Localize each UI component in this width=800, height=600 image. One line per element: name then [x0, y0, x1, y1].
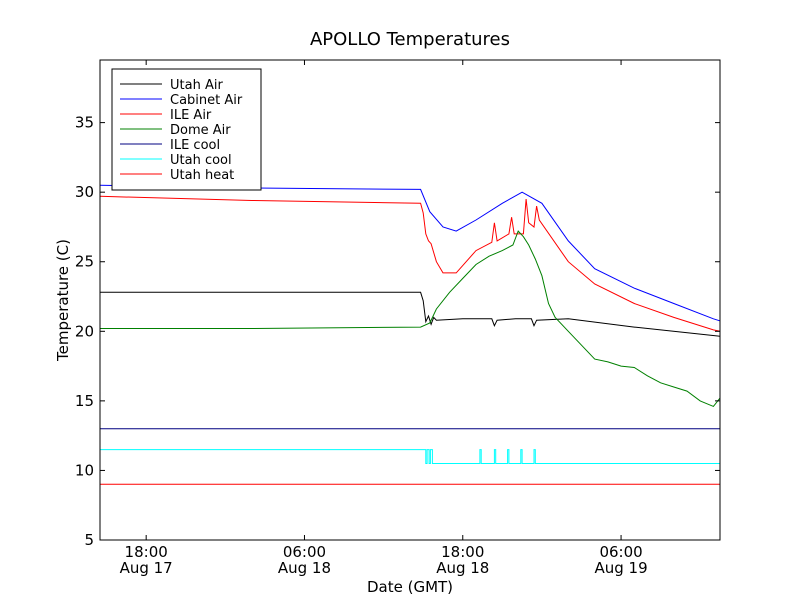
series-line-utah-cool [100, 449, 720, 464]
series-layer [100, 184, 720, 485]
legend-label: Utah cool [170, 153, 232, 168]
legend-label: Dome Air [170, 123, 231, 138]
legend-label: ILE cool [170, 138, 220, 153]
series-line-utah-heat [100, 483, 720, 485]
y-tick-label: 30 [75, 183, 94, 201]
y-tick-label: 20 [75, 322, 94, 340]
x-tick-label-time: 06:00 [283, 543, 326, 561]
series-line-ile-air [100, 195, 720, 332]
y-tick-label: 10 [75, 461, 94, 479]
x-tick-label-time: 18:00 [441, 543, 484, 561]
y-tick-label: 5 [84, 531, 94, 549]
legend-label: ILE Air [170, 108, 212, 123]
y-tick-label: 35 [75, 114, 94, 132]
x-tick-label-date: Aug 18 [436, 559, 489, 577]
x-axis-label: Date (GMT) [367, 578, 453, 596]
series-line-utah-air [100, 291, 720, 337]
x-tick-label-time: 06:00 [599, 543, 642, 561]
x-tick-label-date: Aug 19 [594, 559, 647, 577]
legend-label: Utah Air [170, 78, 223, 93]
y-axis-label: Temperature (C) [54, 239, 72, 362]
x-tick-label-date: Aug 17 [120, 559, 173, 577]
plot-area-frame [99, 59, 721, 541]
y-tick-label: 15 [75, 392, 94, 410]
legend-label: Cabinet Air [170, 93, 243, 108]
x-tick-label-date: Aug 18 [278, 559, 331, 577]
series-line-dome-air [100, 230, 720, 408]
series-line-cabinet-air [100, 184, 720, 322]
x-tick-label-time: 18:00 [125, 543, 168, 561]
y-tick-label: 25 [75, 253, 94, 271]
legend-label: Utah heat [170, 168, 234, 183]
chart-title: APOLLO Temperatures [310, 29, 510, 50]
